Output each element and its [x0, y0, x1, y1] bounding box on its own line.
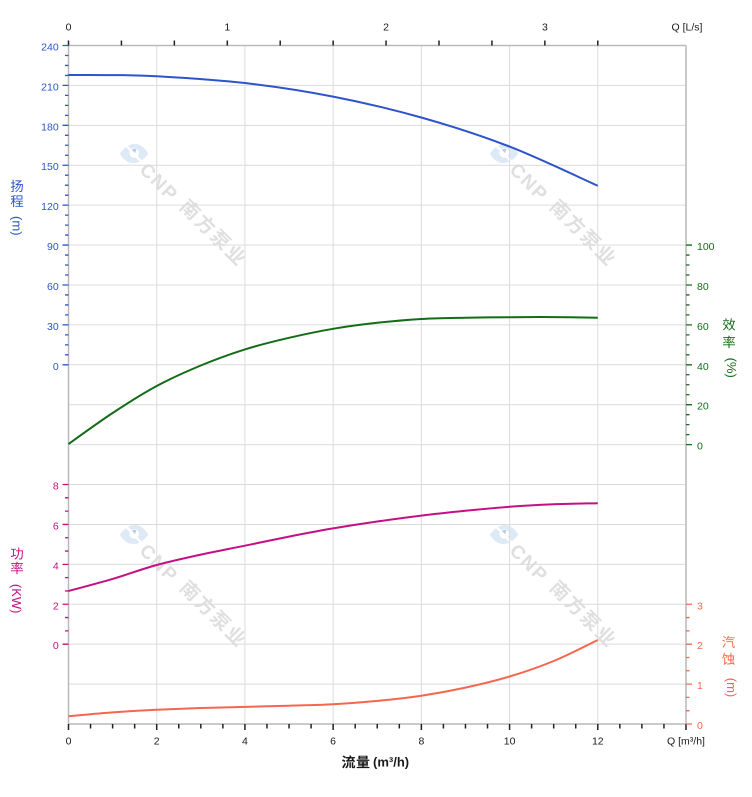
svg-text:(m): (m) — [10, 216, 25, 236]
svg-text:40: 40 — [697, 361, 709, 373]
svg-text:100: 100 — [697, 241, 715, 253]
svg-text:12: 12 — [592, 736, 604, 748]
svg-text:8: 8 — [53, 481, 59, 493]
svg-text:1: 1 — [224, 22, 230, 34]
svg-text:0: 0 — [66, 22, 72, 34]
svg-text:2: 2 — [53, 600, 59, 612]
svg-text:8: 8 — [418, 736, 424, 748]
svg-text:240: 240 — [41, 42, 59, 54]
svg-text:0: 0 — [66, 736, 72, 748]
svg-text:Q [L/s]: Q [L/s] — [672, 22, 703, 34]
svg-text:Q [m³/h]: Q [m³/h] — [667, 736, 705, 748]
svg-text:4: 4 — [53, 560, 59, 572]
svg-text:2: 2 — [154, 736, 160, 748]
svg-text:(m³/h): (m³/h) — [373, 755, 409, 770]
svg-text:90: 90 — [47, 241, 59, 253]
svg-text:0: 0 — [697, 720, 703, 732]
svg-text:6: 6 — [330, 736, 336, 748]
svg-text:2: 2 — [383, 22, 389, 34]
svg-text:80: 80 — [697, 281, 709, 293]
svg-text:3: 3 — [542, 22, 548, 34]
svg-text:(KW): (KW) — [9, 584, 24, 614]
svg-text:3: 3 — [697, 600, 703, 612]
svg-text:2: 2 — [697, 640, 703, 652]
svg-text:210: 210 — [41, 81, 59, 93]
svg-text:1: 1 — [697, 680, 703, 692]
svg-text:120: 120 — [41, 201, 59, 213]
svg-text:6: 6 — [53, 520, 59, 532]
svg-text:4: 4 — [242, 736, 248, 748]
svg-text:10: 10 — [504, 736, 516, 748]
svg-text:20: 20 — [697, 401, 709, 413]
svg-text:0: 0 — [53, 361, 59, 373]
svg-text:180: 180 — [41, 121, 59, 133]
svg-text:0: 0 — [697, 441, 703, 453]
svg-text:60: 60 — [47, 281, 59, 293]
svg-text:150: 150 — [41, 161, 59, 173]
svg-text:(%): (%) — [724, 358, 739, 378]
svg-text:30: 30 — [47, 321, 59, 333]
svg-text:0: 0 — [53, 640, 59, 652]
svg-text:60: 60 — [697, 321, 709, 333]
svg-text:(m): (m) — [724, 678, 739, 698]
